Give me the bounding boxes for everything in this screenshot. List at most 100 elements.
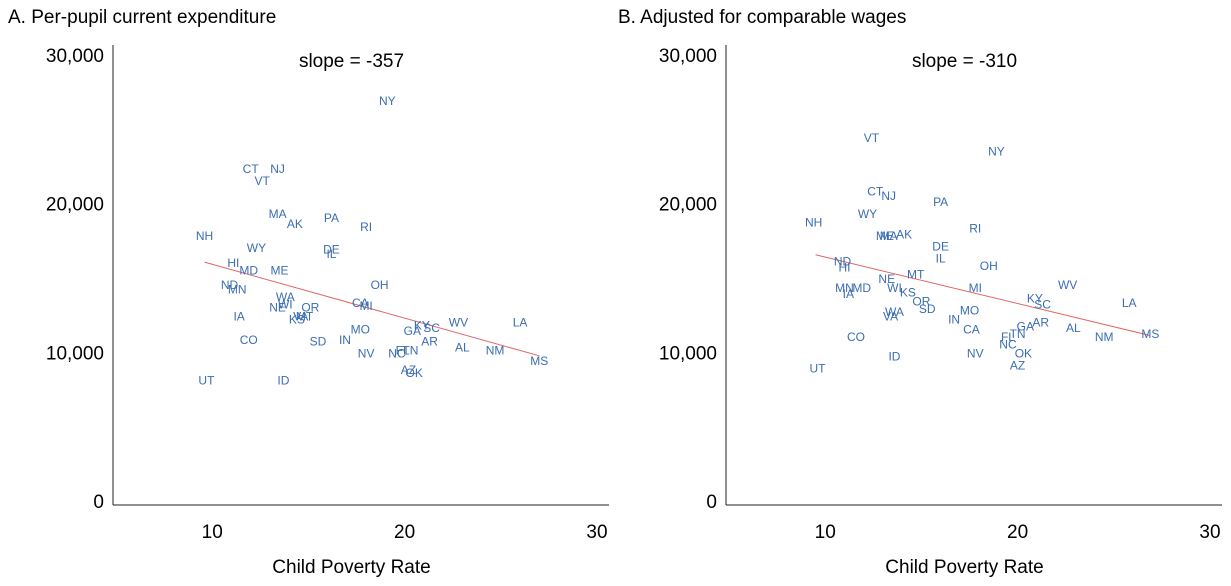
point-label: MI bbox=[359, 299, 372, 313]
point-label: MD bbox=[239, 263, 258, 277]
y-tick-label: 10,000 bbox=[46, 343, 104, 364]
point-label: SC bbox=[423, 321, 440, 335]
point-label: MT bbox=[907, 268, 925, 282]
point-label: AR bbox=[1032, 315, 1049, 329]
x-tick-label: 10 bbox=[815, 522, 836, 543]
point-label: NH bbox=[196, 229, 213, 243]
point-label: ME bbox=[271, 263, 289, 277]
point-label: NM bbox=[486, 344, 505, 358]
point-label: CA bbox=[963, 323, 980, 337]
point-label: OK bbox=[1015, 347, 1032, 361]
point-label: SC bbox=[1034, 297, 1051, 311]
point-label: MN bbox=[835, 281, 854, 295]
x-axis-label: Child Poverty Rate bbox=[885, 557, 1043, 578]
point-label: KY bbox=[414, 318, 430, 332]
point-label: AK bbox=[287, 217, 303, 231]
trend-line bbox=[815, 254, 1151, 337]
point-label: DE bbox=[932, 239, 949, 253]
point-label: RI bbox=[360, 220, 372, 234]
point-label: FL bbox=[396, 344, 410, 358]
point-label: ND bbox=[834, 254, 852, 268]
point-label: AL bbox=[1066, 321, 1081, 335]
point-label: HI bbox=[838, 260, 850, 274]
point-label: VT bbox=[864, 131, 880, 145]
point-label: WA bbox=[276, 290, 295, 304]
point-label: DE bbox=[323, 242, 340, 256]
point-label: UT bbox=[810, 361, 827, 375]
point-label: OK bbox=[406, 366, 423, 380]
point-label: CT bbox=[243, 162, 260, 176]
x-tick-label: 20 bbox=[1007, 522, 1028, 543]
point-label: PA bbox=[933, 195, 948, 209]
point-label: NM bbox=[1095, 330, 1114, 344]
point-label: IL bbox=[936, 251, 946, 265]
x-tick-label: 30 bbox=[586, 522, 607, 543]
point-label: AZ bbox=[401, 363, 416, 377]
point-label: CT bbox=[867, 184, 884, 198]
point-label: NJ bbox=[881, 189, 896, 203]
point-label: MI bbox=[969, 281, 982, 295]
point-label: VA bbox=[293, 309, 308, 323]
point-label: ND bbox=[221, 278, 239, 292]
point-label: WI bbox=[887, 281, 902, 295]
point-label: SD bbox=[310, 335, 327, 349]
point-label: MT bbox=[296, 309, 314, 323]
point-label: MS bbox=[530, 354, 548, 368]
point-label: TN bbox=[1010, 327, 1026, 341]
y-tick-label: 30,000 bbox=[659, 46, 717, 67]
point-label: CA bbox=[352, 296, 369, 310]
point-label: VT bbox=[255, 174, 271, 188]
point-label: NC bbox=[388, 347, 406, 361]
panel-title: B. Adjusted for comparable wages bbox=[618, 7, 906, 28]
x-tick-label: 10 bbox=[202, 522, 223, 543]
point-label: PA bbox=[324, 211, 339, 225]
x-tick-label: 20 bbox=[394, 522, 415, 543]
point-label: WV bbox=[449, 315, 468, 329]
trend-line bbox=[204, 261, 540, 357]
y-tick-label: 20,000 bbox=[46, 195, 104, 216]
point-label: MA bbox=[880, 229, 898, 243]
annotation: slope = -357 bbox=[299, 51, 404, 72]
point-label: AZ bbox=[1010, 358, 1025, 372]
point-label: WV bbox=[1058, 278, 1077, 292]
point-label: GA bbox=[1017, 320, 1034, 334]
point-label: MN bbox=[228, 283, 247, 297]
y-tick-label: 0 bbox=[706, 492, 717, 513]
point-label: IN bbox=[948, 312, 960, 326]
point-label: IL bbox=[326, 247, 336, 261]
point-label: NV bbox=[967, 347, 984, 361]
point-label: NE bbox=[878, 272, 895, 286]
point-label: NE bbox=[269, 300, 286, 314]
point-label: ID bbox=[277, 373, 289, 387]
point-label: SD bbox=[919, 302, 936, 316]
x-tick-label: 30 bbox=[1199, 522, 1220, 543]
y-tick-label: 20,000 bbox=[659, 195, 717, 216]
point-label: NJ bbox=[270, 162, 285, 176]
point-label: WY bbox=[858, 207, 877, 221]
y-tick-label: 30,000 bbox=[46, 46, 104, 67]
point-label: TN bbox=[402, 344, 418, 358]
point-label: AL bbox=[455, 341, 470, 355]
point-label: HI bbox=[227, 256, 239, 270]
point-label: KS bbox=[900, 286, 916, 300]
point-label: MO bbox=[351, 323, 370, 337]
point-label: FL bbox=[1001, 330, 1015, 344]
point-label: WY bbox=[247, 241, 266, 255]
point-label: LA bbox=[1122, 296, 1137, 310]
point-label: CO bbox=[240, 333, 258, 347]
point-label: MA bbox=[269, 207, 287, 221]
point-label: WA bbox=[885, 305, 904, 319]
point-label: IA bbox=[843, 287, 854, 301]
point-label: AR bbox=[421, 335, 438, 349]
point-label: ME bbox=[876, 229, 894, 243]
point-label: KS bbox=[289, 312, 305, 326]
point-label: OR bbox=[301, 300, 319, 314]
annotation: slope = -310 bbox=[912, 51, 1017, 72]
point-label: ID bbox=[888, 349, 900, 363]
point-label: AK bbox=[896, 228, 912, 242]
point-label: RI bbox=[969, 222, 981, 236]
point-label: OH bbox=[980, 259, 998, 273]
point-label: UT bbox=[198, 373, 215, 387]
x-axis-label: Child Poverty Rate bbox=[272, 557, 430, 578]
point-label: WI bbox=[278, 297, 293, 311]
